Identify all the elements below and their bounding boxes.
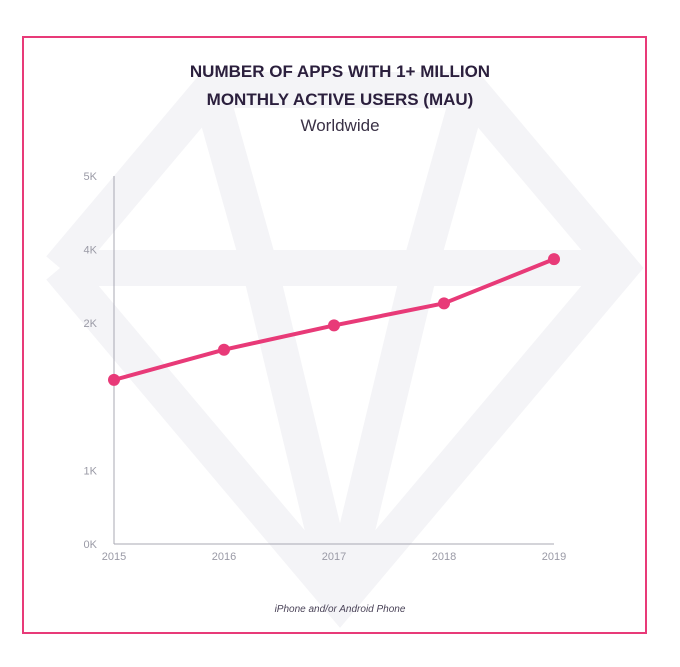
y-tick-label: 1K — [84, 465, 98, 477]
data-point — [438, 297, 450, 310]
x-tick-label: 2018 — [432, 551, 456, 563]
chart-frame — [22, 36, 647, 634]
x-tick-label: 2019 — [542, 551, 566, 563]
chart-footnote: iPhone and/or Android Phone — [274, 604, 406, 615]
y-tick-label: 2K — [84, 318, 98, 330]
data-point — [218, 343, 230, 356]
x-tick-label: 2016 — [212, 551, 236, 563]
x-tick-label: 2017 — [322, 551, 346, 563]
y-tick-label: 0K — [84, 539, 98, 551]
chart-title-line2: MONTHLY ACTIVE USERS (MAU) — [206, 90, 474, 109]
y-tick-label: 4K — [84, 245, 98, 257]
y-tick-label: 5K — [84, 171, 98, 183]
chart-subtitle: Worldwide — [300, 116, 380, 135]
x-tick-label: 2015 — [102, 551, 126, 563]
data-point — [548, 253, 560, 266]
chart-title-line1: NUMBER OF APPS WITH 1+ MILLION — [189, 62, 491, 81]
data-point — [328, 319, 340, 332]
data-point — [108, 373, 120, 386]
